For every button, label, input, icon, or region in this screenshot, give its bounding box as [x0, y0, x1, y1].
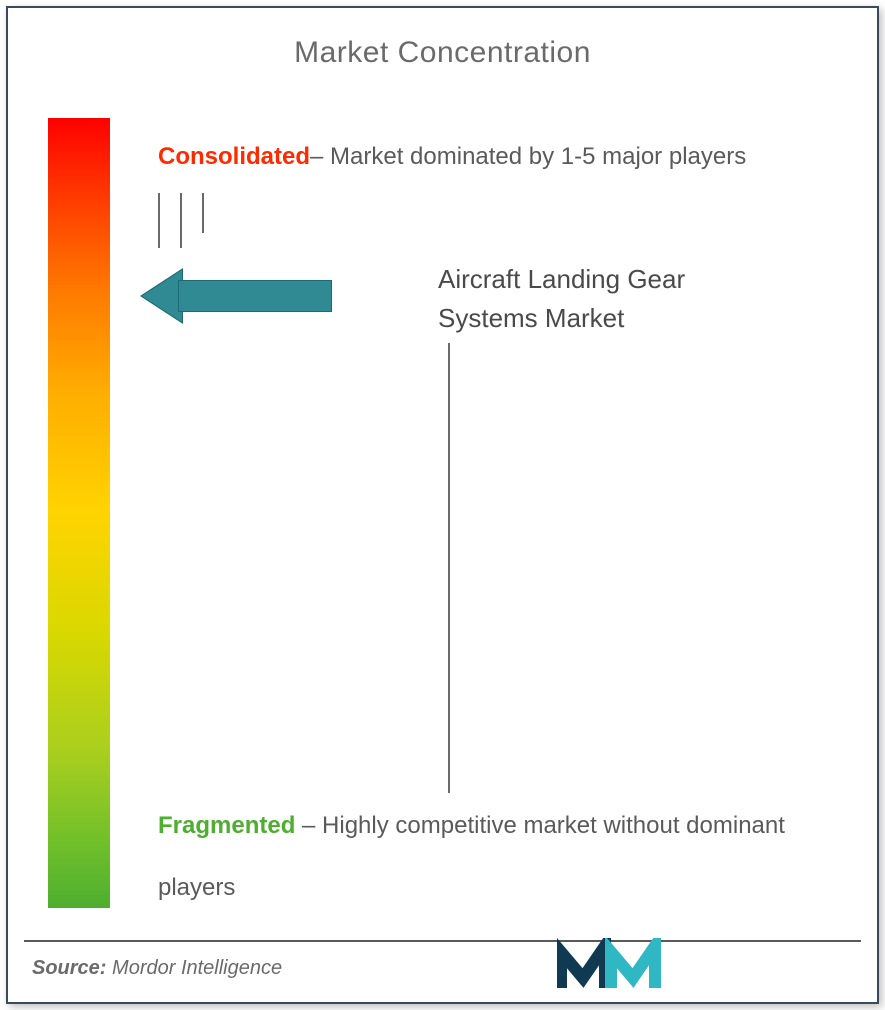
market-name: Aircraft Landing Gear Systems Market [438, 260, 748, 338]
fragmented-term: Fragmented [158, 812, 295, 839]
source-name: Mordor Intelligence [112, 957, 282, 979]
arrow-left-icon [142, 270, 182, 322]
page-title: Market Concentration [8, 36, 877, 70]
consolidated-desc: – Market dominated by 1-5 major players [310, 143, 746, 170]
source-prefix: Source: [32, 957, 106, 979]
frame: Market Concentration Consolidated– Marke… [6, 6, 879, 1004]
source-attribution: Source: Mordor Intelligence [32, 957, 282, 980]
connector-line [448, 343, 450, 793]
footer-divider [24, 940, 861, 942]
fragmented-label: Fragmented – Highly competitive market w… [158, 795, 827, 920]
concentration-gradient-bar [48, 118, 110, 908]
consolidated-label: Consolidated– Market dominated by 1-5 ma… [158, 126, 827, 188]
market-pointer-arrow [142, 270, 332, 322]
bracket-decoration [158, 193, 218, 248]
mordor-logo-icon [557, 938, 677, 994]
consolidated-term: Consolidated [158, 143, 310, 170]
